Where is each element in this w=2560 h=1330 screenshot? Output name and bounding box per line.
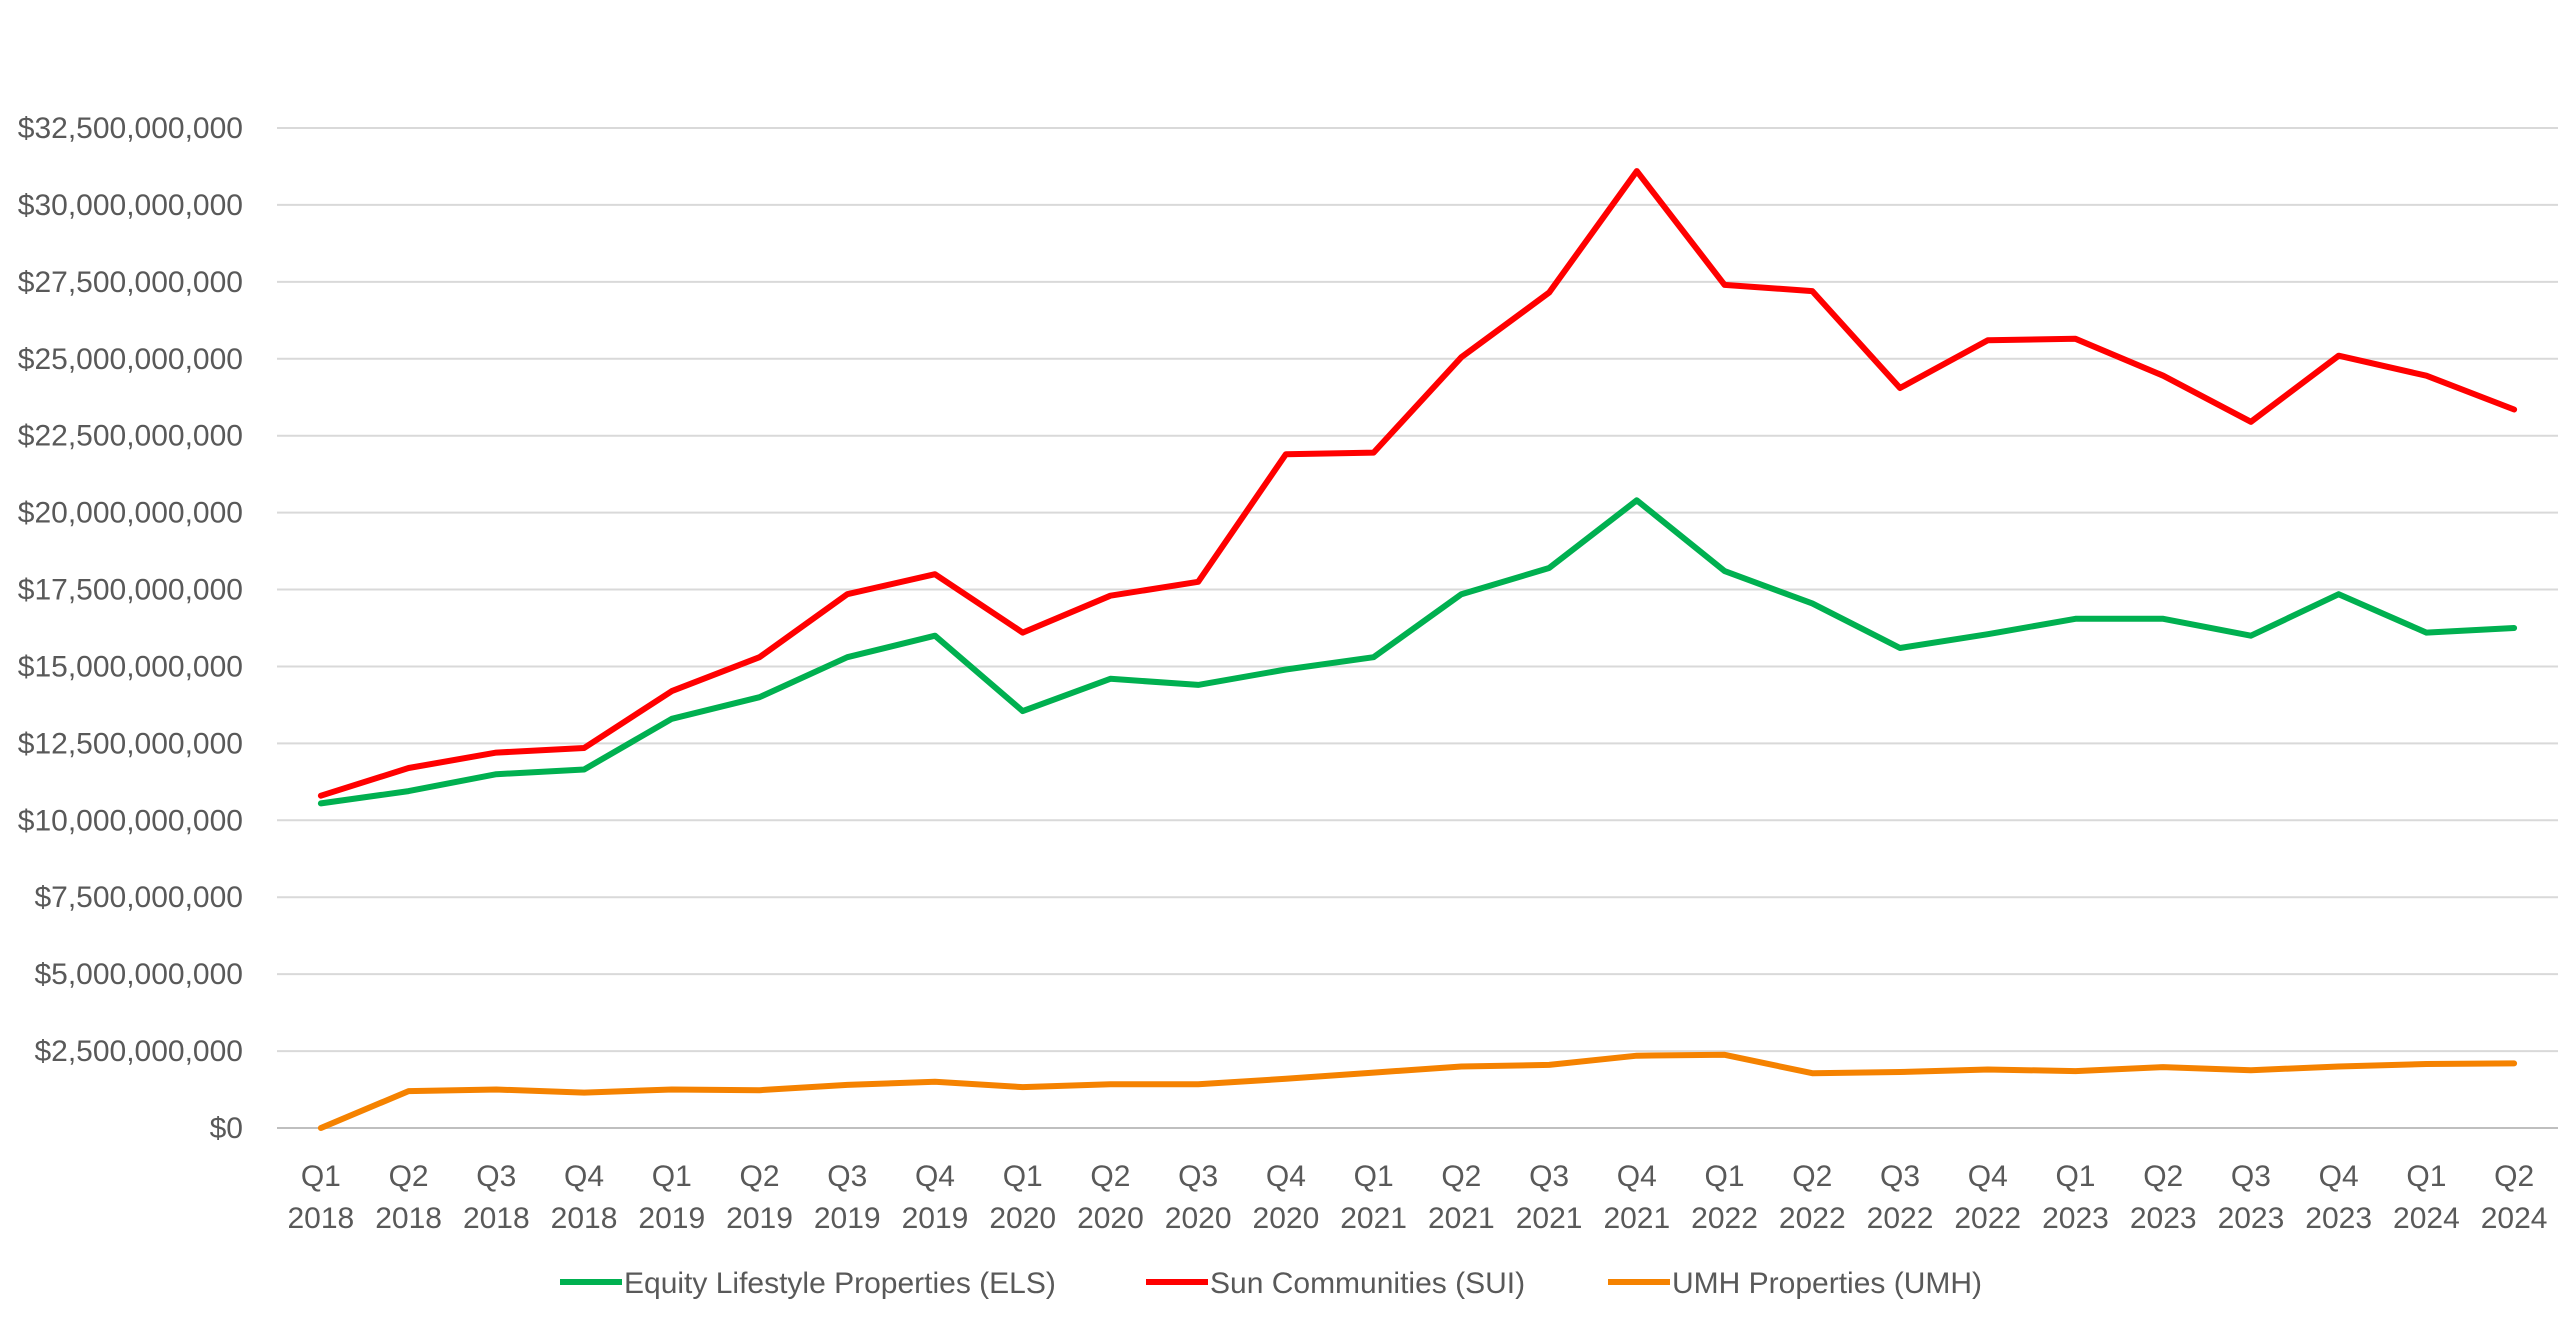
x-tick-label-year: 2018 — [551, 1202, 618, 1235]
x-tick-label-year: 2022 — [1779, 1202, 1846, 1235]
x-tick-label-quarter: Q1 — [1705, 1160, 1745, 1193]
x-tick-label-quarter: Q3 — [1880, 1160, 1920, 1193]
x-tick-label-quarter: Q1 — [652, 1160, 692, 1193]
x-tick-label-quarter: Q4 — [1266, 1160, 1306, 1193]
y-tick-label: $0 — [210, 1112, 243, 1145]
x-tick-label-quarter: Q3 — [827, 1160, 867, 1193]
x-tick-label-year: 2023 — [2305, 1202, 2372, 1235]
x-tick-label-quarter: Q4 — [1617, 1160, 1657, 1193]
x-tick-label-year: 2023 — [2130, 1202, 2197, 1235]
x-tick-label-year: 2018 — [463, 1202, 530, 1235]
x-tick-label-quarter: Q2 — [1441, 1160, 1481, 1193]
x-tick-label-year: 2022 — [1691, 1202, 1758, 1235]
x-tick-label-quarter: Q2 — [389, 1160, 429, 1193]
series-line-1 — [317, 168, 2518, 799]
legend-label-0: Equity Lifestyle Properties (ELS) — [624, 1267, 1056, 1300]
y-tick-label: $30,000,000,000 — [18, 189, 243, 222]
x-tick-label-year: 2023 — [2218, 1202, 2285, 1235]
legend: Equity Lifestyle Properties (ELS) Sun Com… — [560, 1267, 1982, 1300]
legend-label-2: UMH Properties (UMH) — [1672, 1267, 1982, 1300]
x-tick-label-year: 2019 — [814, 1202, 881, 1235]
x-tick-label-quarter: Q1 — [301, 1160, 341, 1193]
y-tick-label: $12,500,000,000 — [18, 727, 243, 760]
y-tick-label: $17,500,000,000 — [18, 574, 243, 607]
series-lines — [317, 168, 2518, 1131]
x-tick-label-quarter: Q3 — [1529, 1160, 1569, 1193]
y-tick-label: $22,500,000,000 — [18, 420, 243, 453]
y-tick-label: $27,500,000,000 — [18, 266, 243, 299]
y-axis: $0 $2,500,000,000 $5,000,000,000 $7,500,000… — [18, 112, 243, 1145]
x-tick-label-year: 2019 — [902, 1202, 969, 1235]
gridlines — [277, 127, 2558, 1053]
x-tick-label-quarter: Q3 — [476, 1160, 516, 1193]
x-tick-label-quarter: Q1 — [1354, 1160, 1394, 1193]
x-tick-label-year: 2018 — [287, 1202, 354, 1235]
x-tick-label-year: 2022 — [1867, 1202, 1934, 1235]
x-tick-label-quarter: Q3 — [2231, 1160, 2271, 1193]
x-tick-label-year: 2019 — [726, 1202, 793, 1235]
x-tick-label-quarter: Q1 — [1003, 1160, 1043, 1193]
y-tick-label: $5,000,000,000 — [34, 958, 243, 991]
x-tick-label-quarter: Q2 — [2143, 1160, 2183, 1193]
x-tick-label-quarter: Q4 — [2319, 1160, 2359, 1193]
y-tick-label: $10,000,000,000 — [18, 804, 243, 837]
x-tick-label-year: 2022 — [1954, 1202, 2021, 1235]
x-tick-label-year: 2021 — [1428, 1202, 1495, 1235]
y-tick-label: $15,000,000,000 — [18, 650, 243, 683]
x-tick-label-quarter: Q2 — [2494, 1160, 2534, 1193]
x-tick-label-quarter: Q1 — [2055, 1160, 2095, 1193]
y-tick-label: $7,500,000,000 — [34, 881, 243, 914]
x-tick-label-quarter: Q4 — [915, 1160, 955, 1193]
x-tick-label-quarter: Q2 — [740, 1160, 780, 1193]
x-tick-label-quarter: Q4 — [1968, 1160, 2008, 1193]
x-tick-label-quarter: Q2 — [1090, 1160, 1130, 1193]
x-tick-label-year: 2020 — [1077, 1202, 1144, 1235]
x-tick-label-year: 2021 — [1516, 1202, 1583, 1235]
x-tick-label-year: 2020 — [1165, 1202, 1232, 1235]
x-tick-label-quarter: Q4 — [564, 1160, 604, 1193]
x-axis: Q1 2018 Q2 2018 Q3 2018 Q4 2018 Q1 2019 Q2 2019 Q3 20… — [277, 1127, 2558, 1235]
x-tick-label-year: 2020 — [1253, 1202, 1320, 1235]
series-line-0 — [317, 497, 2518, 807]
x-tick-label-year: 2021 — [1603, 1202, 1670, 1235]
y-tick-label: $32,500,000,000 — [18, 112, 243, 145]
x-tick-label-year: 2024 — [2481, 1202, 2548, 1235]
x-tick-label-quarter: Q1 — [2406, 1160, 2446, 1193]
x-tick-label-year: 2023 — [2042, 1202, 2109, 1235]
x-tick-label-year: 2021 — [1340, 1202, 1407, 1235]
x-tick-label-year: 2018 — [375, 1202, 442, 1235]
x-tick-label-year: 2019 — [638, 1202, 705, 1235]
x-tick-label-year: 2020 — [989, 1202, 1056, 1235]
series-line-2 — [317, 1051, 2518, 1131]
y-tick-label: $20,000,000,000 — [18, 497, 243, 530]
x-tick-label-quarter: Q3 — [1178, 1160, 1218, 1193]
legend-label-1: Sun Communities (SUI) — [1210, 1267, 1525, 1300]
y-tick-label: $2,500,000,000 — [34, 1035, 243, 1068]
x-tick-label-year: 2024 — [2393, 1202, 2460, 1235]
x-tick-label-quarter: Q2 — [1792, 1160, 1832, 1193]
y-tick-label: $25,000,000,000 — [18, 343, 243, 376]
